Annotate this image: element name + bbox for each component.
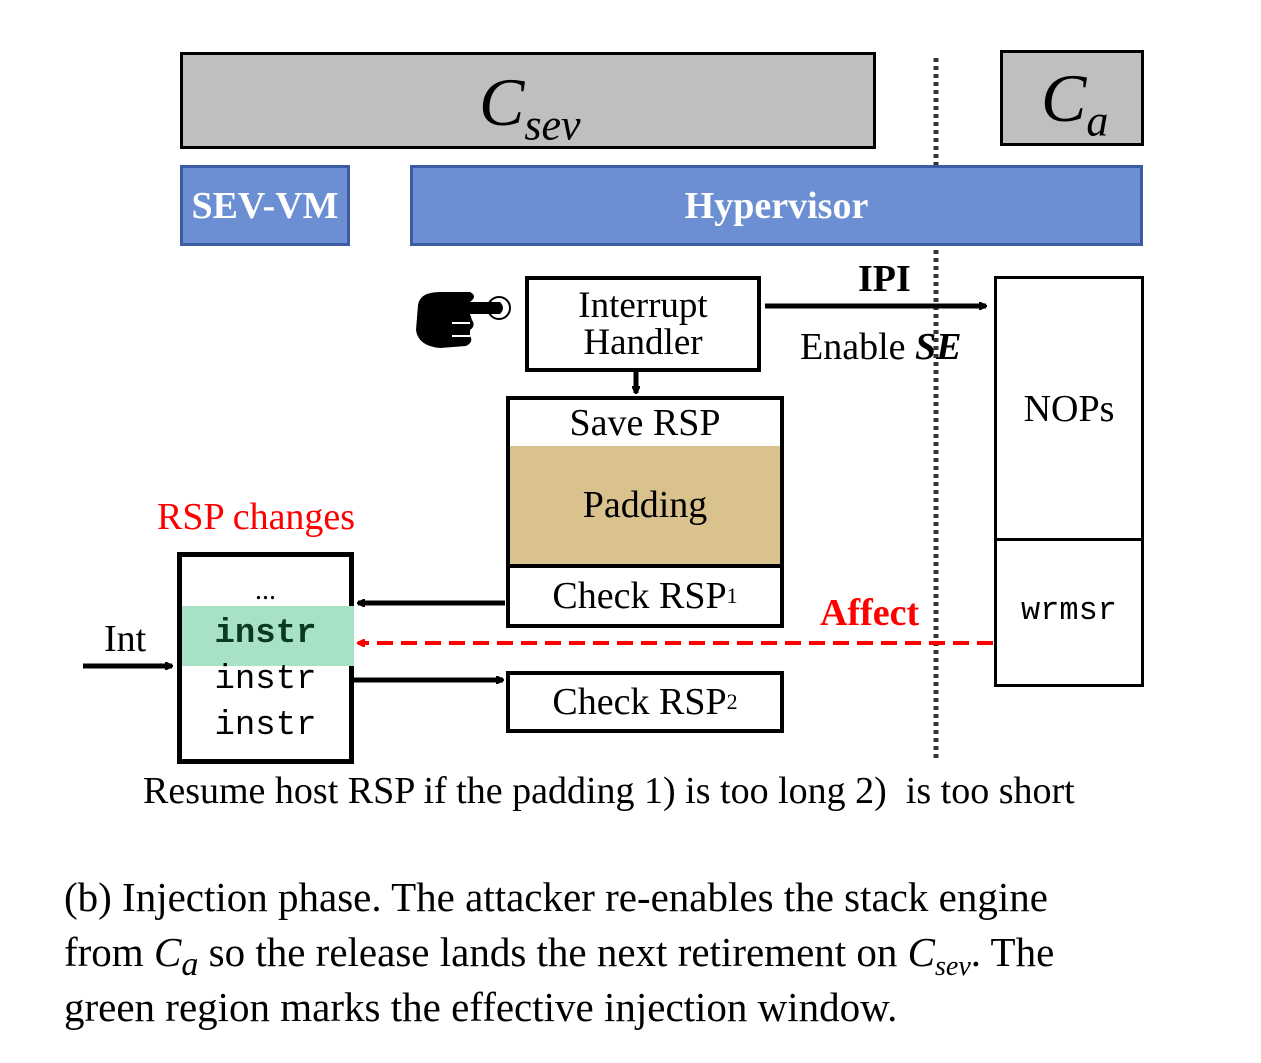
instr-highlighted: instr [214, 615, 317, 653]
sev-vm-block: SEV-VM [180, 165, 350, 246]
ca-code-box: NOPs wrmsr [994, 276, 1144, 687]
csev-label: Csev [479, 64, 581, 150]
rsp-changes-label: RSP changes [157, 496, 356, 538]
hypervisor-block: Hypervisor [410, 165, 1143, 246]
interrupt-handler-box: Interrupt Handler [525, 276, 761, 372]
wrmsr-block: wrmsr [1020, 592, 1117, 629]
affect-label: Affect [820, 592, 920, 634]
caption-line-2: from Ca so the release lands the next re… [64, 929, 1055, 984]
ca-block: Ca [1000, 50, 1144, 146]
caption-line-1: (b) Injection phase. The attacker re-ena… [64, 874, 1048, 920]
injection-window-highlight [182, 606, 354, 666]
padding-box: Padding [506, 446, 784, 568]
int-label: Int [104, 618, 147, 660]
handler-line1: Interrupt [578, 285, 708, 326]
check-rsp1-box: Check RSP 1 [506, 564, 784, 628]
instruction-stream-box: ... instr instr instr [177, 552, 354, 764]
instr: instr [214, 661, 317, 699]
instr-dots: ... [255, 575, 276, 606]
handler-line2: Handler [583, 322, 703, 363]
enable-se-label: Enable SE [800, 326, 962, 368]
check-rsp2-box: Check RSP 2 [506, 671, 784, 733]
csev-block: Csev [180, 52, 876, 150]
caption-line-3: green region marks the effective injecti… [64, 984, 898, 1030]
pointing-hand-icon [416, 292, 511, 348]
ipi-label: IPI [858, 258, 911, 300]
nops-block: NOPs [997, 279, 1141, 541]
instr: instr [214, 707, 317, 745]
save-rsp-box: Save RSP [506, 396, 784, 450]
ca-label: Ca [1041, 60, 1109, 146]
resume-note: Resume host RSP if the padding 1) is too… [143, 770, 1075, 812]
